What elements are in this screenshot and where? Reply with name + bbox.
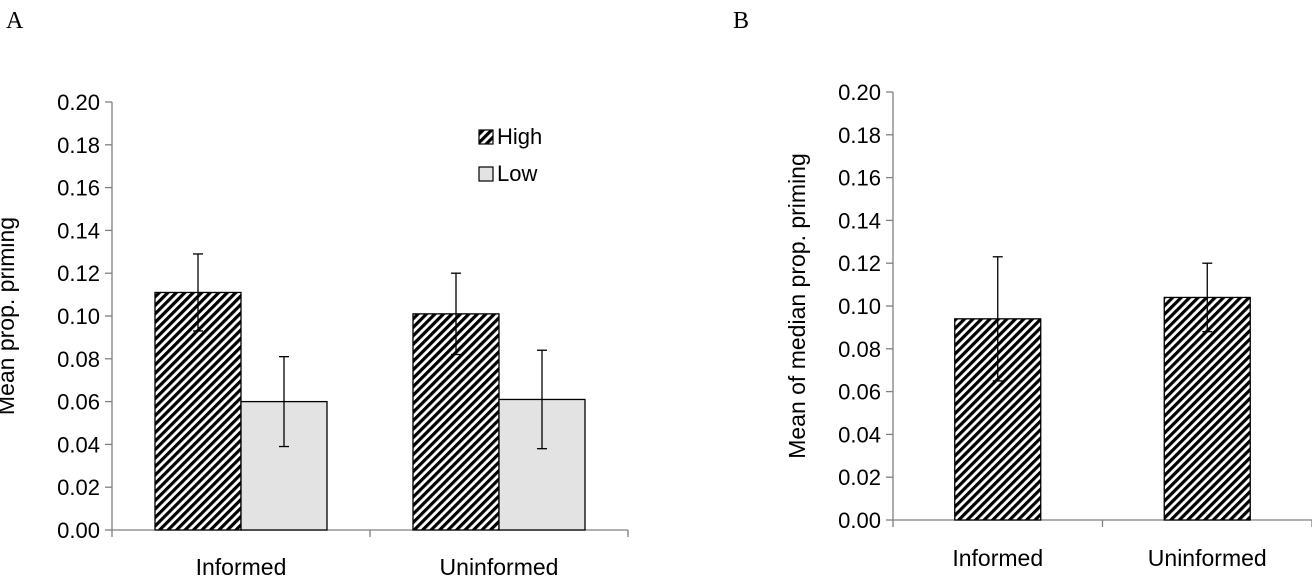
y-tick-label: 0.10 (838, 294, 881, 319)
y-axis-title: Mean prop. priming (0, 217, 19, 415)
legend-swatch (478, 129, 494, 145)
y-tick-label: 0.06 (838, 380, 881, 405)
y-tick-label: 0.18 (57, 133, 100, 158)
y-tick-label: 0.12 (57, 261, 100, 286)
y-tick-label: 0.18 (838, 123, 881, 148)
bar (1163, 296, 1251, 521)
panel-letter-a: A (6, 8, 24, 34)
category-label: Uninformed (1148, 545, 1267, 571)
y-tick-label: 0.10 (57, 304, 100, 329)
category-label: Uninformed (440, 554, 559, 580)
y-tick-label: 0.14 (57, 218, 100, 243)
y-tick-label: 0.14 (838, 208, 881, 233)
bar (154, 291, 242, 531)
y-tick-label: 0.00 (57, 518, 100, 543)
y-tick-label: 0.08 (57, 347, 100, 372)
y-tick-label: 0.02 (57, 475, 100, 500)
chart-panel-a: 0.00 0.02 0.04 0.06 0.08 0.10 0.12 0.14 0.16 0.18… (0, 90, 629, 580)
y-tick-label: 0.04 (838, 422, 881, 447)
y-tick-label: 0.16 (838, 166, 881, 191)
y-tick-label: 0.12 (838, 251, 881, 276)
panel-letter-b: B (733, 8, 749, 34)
category-label: Informed (196, 554, 287, 580)
y-tick-label: 0.00 (838, 508, 881, 533)
y-tick-label: 0.06 (57, 390, 100, 415)
y-tick-label: 0.08 (838, 337, 881, 362)
y-axis-title: Mean of median prop. priming (784, 153, 810, 459)
chart-panel-b: 0.00 0.02 0.04 0.06 0.08 0.10 0.12 0.14 0.16 0.18… (784, 80, 1312, 571)
y-tick-label: 0.04 (57, 432, 100, 457)
category-label: Informed (952, 545, 1043, 571)
y-tick-label: 0.20 (838, 80, 881, 105)
y-tick-label: 0.16 (57, 176, 100, 201)
y-tick-label: 0.20 (57, 90, 100, 115)
legend-label: Low (497, 161, 537, 186)
y-tick-label: 0.02 (838, 465, 881, 490)
legend-label: High (497, 124, 542, 149)
legend-swatch (478, 166, 494, 182)
